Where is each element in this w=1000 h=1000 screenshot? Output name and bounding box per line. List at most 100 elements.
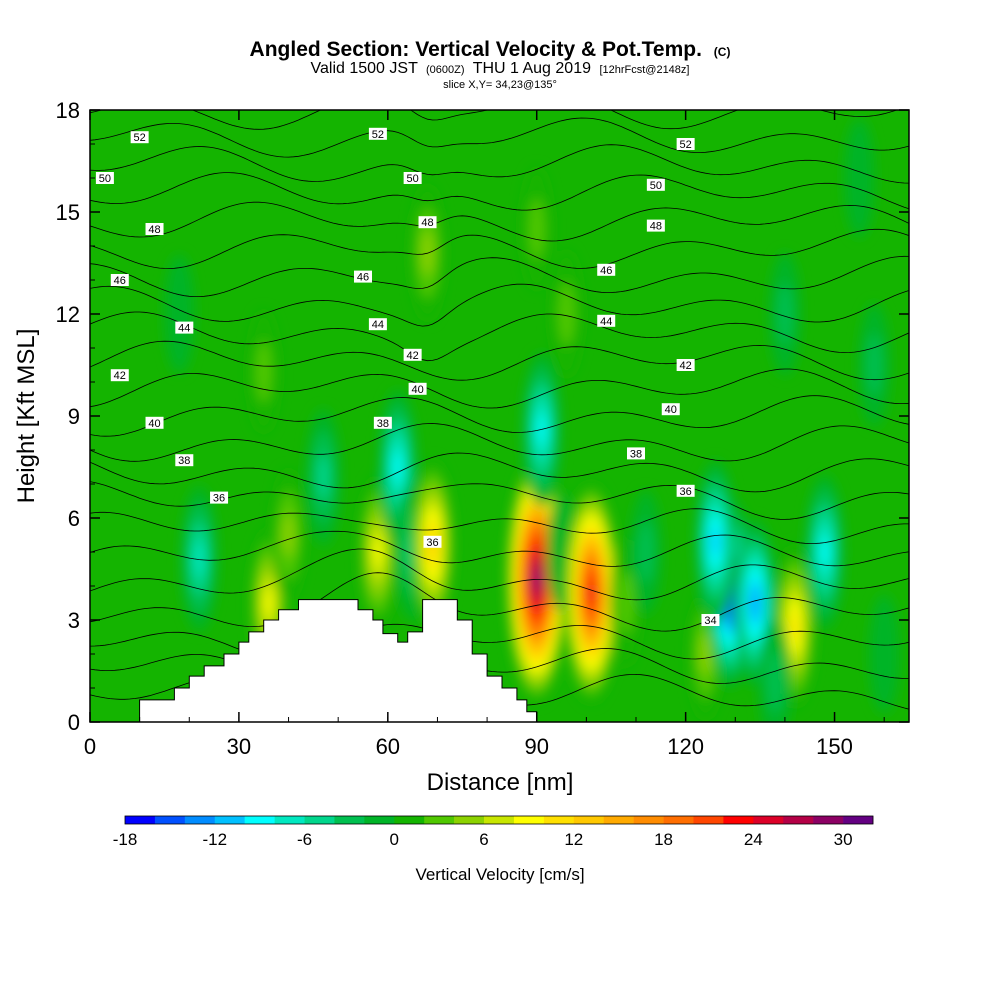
velocity-cell [805,475,845,629]
y-tick-label: 3 [68,608,80,633]
x-tick-label: 30 [227,734,251,759]
contour-label: 52 [368,127,387,141]
colorbar-tick-label: -6 [297,830,312,849]
velocity-cell [758,617,792,722]
plot-area: 52 52 52 50 50 50 48 48 48 46 46 46 44 44 44 42 42 42 40 40… [90,110,909,722]
theta-contour-line [90,508,909,544]
svg-text:34: 34 [704,615,716,627]
velocity-cell [769,252,801,376]
contour-label: 48 [418,216,437,229]
svg-text:50: 50 [650,180,662,192]
svg-text:38: 38 [630,448,642,460]
svg-text:36: 36 [426,537,438,549]
theta-contour-line [90,228,909,269]
theta-contour-line [90,311,909,362]
velocity-level [844,118,875,238]
contour-label: 36 [676,484,695,498]
valid-time: Valid 1500 JST [311,60,419,77]
theta-contour-line [90,144,909,184]
velocity-level [317,454,330,500]
contour-label: 36 [210,491,229,505]
svg-text:42: 42 [680,360,692,372]
velocity-cell [869,594,900,714]
svg-text:Valid 1500 JST (0600Z): Valid 1500 JST (0600Z) THU 1 Aug 2019 [1… [311,60,690,77]
svg-text:52: 52 [680,139,692,151]
contour-label: 52 [676,138,695,151]
velocity-field [164,118,900,722]
theta-contour-line [90,368,909,409]
colorbar-swatch [813,816,844,824]
svg-text:36: 36 [680,486,692,498]
velocity-cell [305,409,341,546]
contour-label: 42 [110,369,129,382]
velocity-level [393,451,402,483]
colorbar-swatch [274,816,305,824]
svg-text:42: 42 [407,350,419,362]
theta-contour-line [90,423,909,462]
colorbar-tick-label: -12 [202,830,227,849]
velocity-level [528,198,545,260]
x-axis-label: Distance [nm] [427,769,574,796]
colorbar-swatch [843,816,874,824]
contour-label: 48 [646,219,665,233]
contour-label: 40 [408,382,427,396]
velocity-level [264,588,273,618]
svg-text:52: 52 [372,129,384,141]
contour-label: 34 [701,614,720,627]
colorbar-tick-label: -18 [113,830,138,849]
colorbar-swatch [364,816,395,824]
velocity-level [255,341,272,403]
colorbar-swatch [573,816,605,824]
y-tick-label: 15 [56,200,80,225]
colorbar-swatch [693,816,724,824]
velocity-level [638,521,654,583]
svg-text:40: 40 [148,418,160,430]
colorbar-tick-label: 12 [564,830,583,849]
theta-contour-line [90,255,909,297]
colorbar-swatch [753,816,784,824]
colorbar-swatch [454,816,485,824]
y-tick-label: 0 [68,710,80,735]
valid-date: THU 1 Aug 2019 [473,60,591,77]
valid-utc: (0600Z) [426,64,465,76]
colorbar-tick-label: 6 [479,830,488,849]
svg-text:40: 40 [411,384,423,396]
theta-contour-line [90,340,909,381]
theta-contour-line [90,572,909,632]
terrain [90,599,538,722]
contour-label: 52 [130,131,149,144]
svg-text:36: 36 [213,493,225,505]
velocity-level [617,571,635,635]
x-tick-label: 120 [667,734,704,759]
velocity-level [589,584,594,602]
velocity-cell [630,490,662,614]
contour-label: 40 [145,416,164,430]
svg-text:44: 44 [600,316,612,328]
svg-text:42: 42 [114,370,126,382]
velocity-cell [858,303,890,427]
svg-text:48: 48 [650,221,662,233]
colorbar-swatch [244,816,275,824]
contour-label: 42 [403,348,422,362]
svg-text:46: 46 [357,272,369,284]
theta-contour-line [90,172,909,211]
colorbar-swatch [154,816,186,824]
colorbar-swatch [334,816,365,824]
velocity-cell [521,167,553,291]
contour-label: 46 [354,270,372,284]
velocity-level [194,540,204,577]
colorbar-swatch [125,816,156,824]
colorbar-tick-label: 0 [390,830,399,849]
theta-contour-line [90,201,909,242]
velocity-level [752,591,759,615]
contour-label: 38 [175,454,194,467]
velocity-level [869,594,900,714]
theta-contour-line [90,452,909,493]
colorbar-swatch [214,816,245,824]
contour-label: 48 [145,223,164,236]
x-tick-label: 0 [84,734,96,759]
velocity-level [791,613,799,641]
colorbar-swatch [424,816,455,824]
svg-text:44: 44 [178,323,190,335]
velocity-level [820,536,829,568]
